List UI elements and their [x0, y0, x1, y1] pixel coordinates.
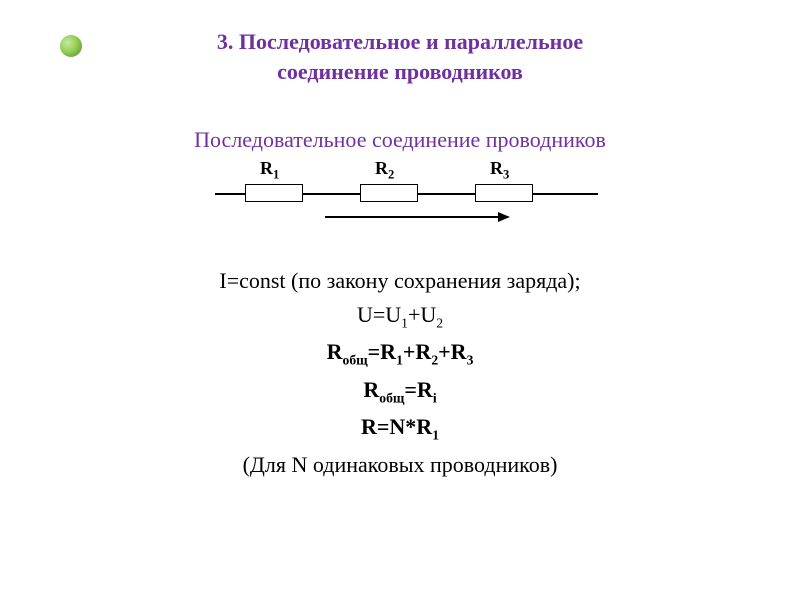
- resistor-box: [475, 184, 533, 202]
- title-line-2: соединение проводников: [130, 57, 670, 87]
- wire-segment: [303, 193, 360, 195]
- formula-line: Rобщ=R1+R2+R3: [0, 339, 800, 368]
- wire-segment: [215, 193, 245, 195]
- current-arrow-line: [325, 216, 500, 218]
- title-line-1: 3. Последовательное и параллельное: [130, 27, 670, 57]
- bullet-icon: [60, 35, 82, 57]
- current-arrow-head: [498, 212, 510, 222]
- formula-block: I=const (по закону сохранения заряда); U=…: [0, 268, 800, 486]
- resistor-label: R1: [260, 158, 279, 183]
- circuit-diagram: R1 R2 R3: [215, 158, 605, 228]
- formula-line: I=const (по закону сохранения заряда);: [0, 268, 800, 294]
- resistor-box: [245, 184, 303, 202]
- wire-segment: [533, 193, 598, 195]
- main-title: 3. Последовательное и параллельное соеди…: [130, 27, 670, 86]
- resistor-label: R3: [490, 158, 509, 183]
- formula-line: (Для N одинаковых проводников): [0, 452, 800, 478]
- wire-segment: [418, 193, 475, 195]
- formula-line: R=N*R1: [0, 414, 800, 443]
- formula-line: Rобщ=Ri: [0, 377, 800, 406]
- resistor-box: [360, 184, 418, 202]
- subtitle: Последовательное соединение проводников: [0, 127, 800, 153]
- resistor-label: R2: [375, 158, 394, 183]
- formula-line: U=U1+U2: [0, 302, 800, 331]
